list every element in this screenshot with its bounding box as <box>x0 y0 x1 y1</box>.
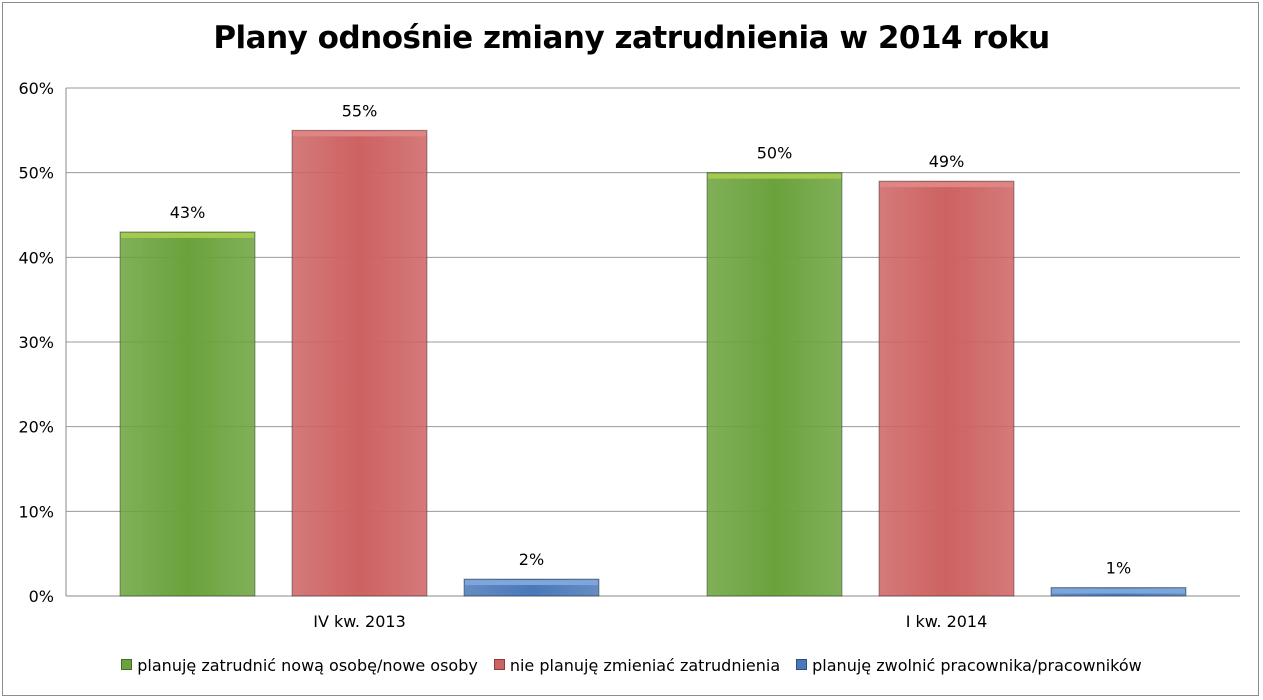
bar <box>878 180 1015 597</box>
data-label: 50% <box>757 144 793 163</box>
x-tick-label: I kw. 2014 <box>906 612 988 631</box>
chart-plot: 0% 10% 20% 30% 40% 50% 60% 43% 55% 2% IV kw. 2013 5… <box>18 79 1240 631</box>
y-tick-label: 20% <box>18 418 54 437</box>
y-tick-label: 60% <box>18 79 54 98</box>
bar-top-bevel <box>1052 588 1185 594</box>
legend-swatch <box>796 659 808 670</box>
bar-top-bevel <box>465 580 598 586</box>
bar-top-bevel <box>880 182 1013 188</box>
legend-swatch <box>493 659 505 670</box>
legend-swatch <box>121 659 133 670</box>
legend-label: nie planuję zmieniać zatrudnienia <box>509 656 781 675</box>
legend-item: nie planuję zmieniać zatrudnienia <box>493 656 781 675</box>
data-label: 43% <box>170 203 206 222</box>
chart-legend: planuję zatrudnić nową osobę/nowe osoby n… <box>0 656 1263 675</box>
bar <box>291 129 428 597</box>
bar <box>119 231 256 597</box>
legend-label: planuję zwolnić pracownika/pracowników <box>812 656 1142 675</box>
y-tick-label: 50% <box>18 164 54 183</box>
legend-item: planuję zwolnić pracownika/pracowników <box>796 656 1142 675</box>
y-tick-label: 30% <box>18 333 54 352</box>
y-tick-label: 10% <box>18 502 54 521</box>
bar-top-bevel <box>293 131 426 137</box>
y-tick-label: 0% <box>29 587 54 606</box>
data-label: 49% <box>929 152 965 171</box>
y-tick-label: 40% <box>18 248 54 267</box>
bar <box>706 172 843 597</box>
data-label: 1% <box>1106 559 1131 578</box>
legend-label: planuję zatrudnić nową osobę/nowe osoby <box>137 656 478 675</box>
bar-top-bevel <box>708 173 841 179</box>
data-label: 55% <box>342 101 378 120</box>
bar-top-bevel <box>121 232 254 238</box>
legend-item: planuję zatrudnić nową osobę/nowe osoby <box>121 656 478 675</box>
chart-title: Plany odnośnie zmiany zatrudnienia w 201… <box>213 20 1050 56</box>
data-label: 2% <box>519 550 544 569</box>
x-tick-label: IV kw. 2013 <box>313 612 406 631</box>
